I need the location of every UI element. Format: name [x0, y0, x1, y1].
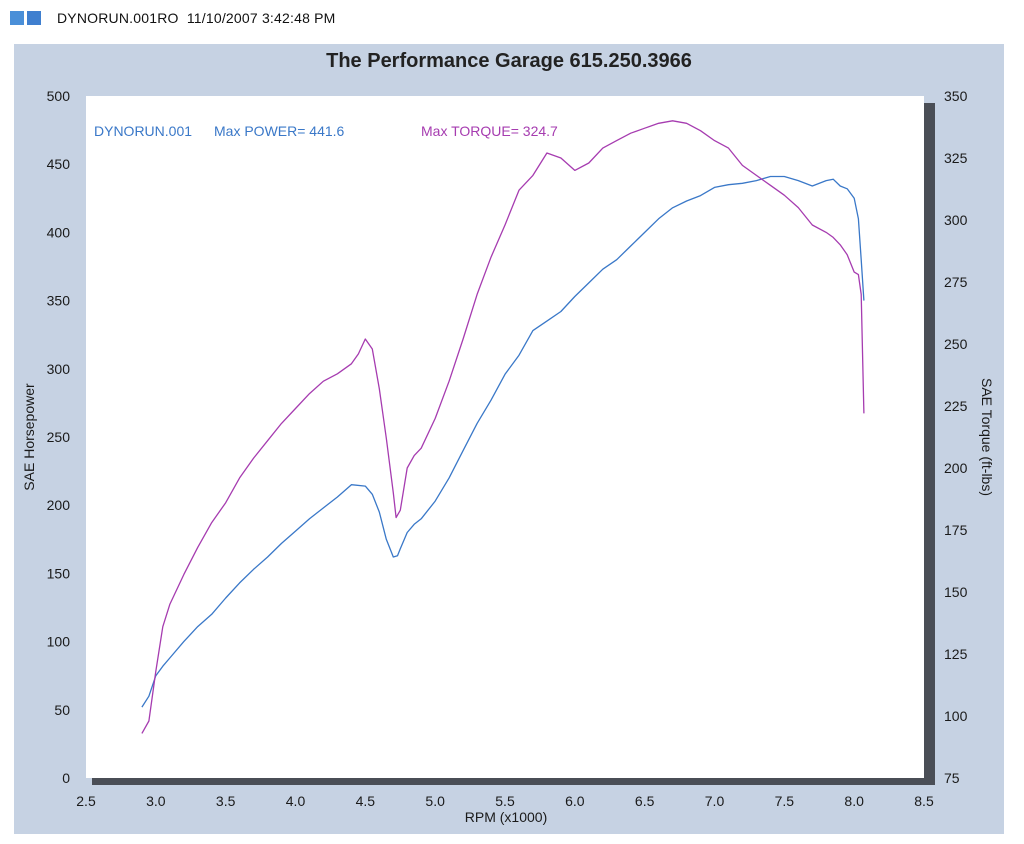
- legend-run-name: DYNORUN.001: [94, 123, 192, 139]
- power-series-line: [141, 175, 865, 708]
- y2-tick-label: 250: [944, 336, 968, 352]
- chart-title: The Performance Garage 615.250.3966: [326, 50, 692, 72]
- y-tick-label: 250: [47, 429, 71, 445]
- y2-tick-label: 150: [944, 584, 968, 600]
- run-timestamp: 11/10/2007 3:42:48 PM: [186, 10, 336, 26]
- y2-tick-label: 275: [944, 274, 968, 290]
- legend: DYNORUN.001 Max POWER= 441.6 Max TORQUE=…: [94, 123, 558, 139]
- torque-series-line: [141, 120, 865, 734]
- y2-tick-label: 100: [944, 708, 968, 724]
- y-tick-label: 350: [47, 293, 71, 309]
- x-tick-label: 6.5: [635, 793, 655, 809]
- y2-tick-label: 300: [944, 212, 968, 228]
- y2-tick-label: 225: [944, 398, 968, 414]
- y-tick-label: 0: [62, 770, 70, 786]
- x-tick-label: 2.5: [76, 793, 96, 809]
- x-tick-label: 4.0: [286, 793, 306, 809]
- header-text: DYNORUN.001RO 11/10/2007 3:42:48 PM: [57, 10, 336, 26]
- x-tick-label: 8.0: [844, 793, 864, 809]
- blue-square-icon: [27, 11, 41, 25]
- chart-panel: The Performance Garage 615.250.3966 2.5 3…: [14, 44, 1004, 834]
- blue-square-icon: [10, 11, 24, 25]
- run-filename: DYNORUN.001RO: [57, 10, 179, 26]
- y2-tick-label: 325: [944, 150, 968, 166]
- y2-tick-label: 200: [944, 460, 968, 476]
- y2-tick-label: 75: [944, 770, 960, 786]
- x-tick-label: 3.5: [216, 793, 236, 809]
- x-axis-label: RPM (x1000): [465, 809, 547, 825]
- y-tick-label: 200: [47, 497, 71, 513]
- x-tick-label: 5.0: [425, 793, 445, 809]
- report-header: DYNORUN.001RO 11/10/2007 3:42:48 PM: [10, 8, 336, 28]
- y2-tick-label: 350: [944, 88, 968, 104]
- x-tick-label: 7.5: [775, 793, 795, 809]
- plot-area: [86, 96, 924, 778]
- y-tick-label: 150: [47, 565, 71, 581]
- legend-max-torque: Max TORQUE= 324.7: [421, 123, 558, 139]
- y-tick-label: 100: [47, 634, 71, 650]
- axes-layer: 2.5 3.0 3.5 4.0 4.5 5.0 5.5 6.0 6.5 7.0 7.5 8.0 8.5 0…: [47, 88, 968, 809]
- y-tick-label: 450: [47, 156, 71, 172]
- y2-tick-label: 125: [944, 646, 968, 662]
- y2-tick-label: 175: [944, 522, 968, 538]
- y2-axis-label: SAE Torque (ft-lbs): [979, 378, 995, 496]
- y-tick-label: 50: [54, 702, 70, 718]
- y-axis-label: SAE Horsepower: [21, 383, 37, 491]
- legend-max-power: Max POWER= 441.6: [214, 123, 345, 139]
- x-tick-label: 7.0: [705, 793, 725, 809]
- x-tick-label: 8.5: [914, 793, 934, 809]
- dyno-chart: The Performance Garage 615.250.3966 2.5 3…: [21, 50, 995, 825]
- x-tick-label: 4.5: [356, 793, 376, 809]
- x-tick-label: 5.5: [495, 793, 515, 809]
- series-layer: [141, 120, 865, 734]
- x-tick-label: 6.0: [565, 793, 585, 809]
- y-tick-label: 400: [47, 224, 71, 240]
- y-tick-label: 300: [47, 361, 71, 377]
- y-tick-label: 500: [47, 88, 71, 104]
- x-tick-label: 3.0: [146, 793, 166, 809]
